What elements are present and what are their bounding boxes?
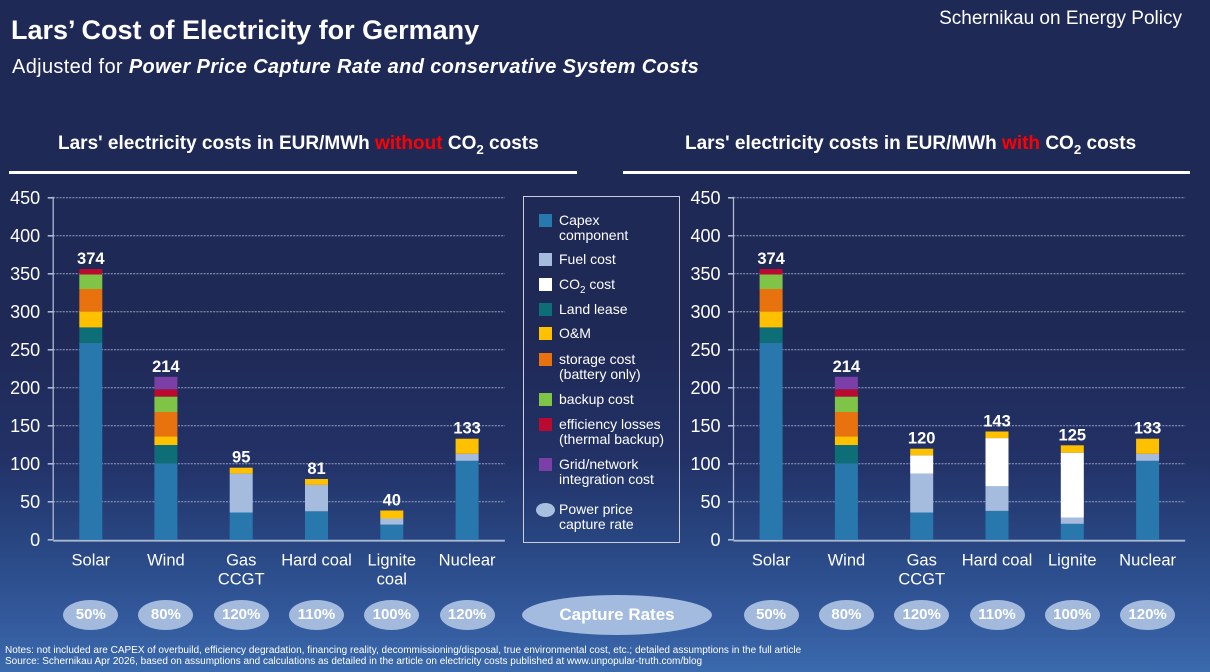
svg-text:Gas: Gas (907, 552, 937, 570)
svg-text:100: 100 (10, 454, 40, 474)
svg-text:133: 133 (1134, 420, 1162, 438)
svg-text:Lignite: Lignite (1048, 552, 1097, 570)
svg-text:40: 40 (383, 492, 401, 510)
svg-text:350: 350 (10, 264, 40, 284)
svg-text:Hard coal: Hard coal (962, 552, 1033, 570)
svg-text:400: 400 (10, 226, 40, 246)
svg-text:200: 200 (10, 378, 40, 398)
svg-text:300: 300 (10, 302, 40, 322)
svg-text:Nuclear: Nuclear (1119, 552, 1176, 570)
svg-text:95: 95 (232, 449, 250, 467)
svg-text:Wind: Wind (147, 552, 185, 570)
svg-text:200: 200 (690, 378, 720, 398)
svg-text:143: 143 (983, 413, 1011, 431)
svg-text:Solar: Solar (752, 552, 791, 570)
svg-text:CCGT: CCGT (218, 571, 265, 589)
svg-text:214: 214 (833, 358, 861, 376)
svg-text:50: 50 (700, 492, 720, 512)
svg-text:0: 0 (710, 530, 720, 550)
svg-text:0: 0 (30, 530, 40, 550)
svg-text:Hard coal: Hard coal (281, 552, 352, 570)
svg-text:450: 450 (10, 188, 40, 208)
svg-text:450: 450 (690, 188, 720, 208)
svg-text:350: 350 (690, 264, 720, 284)
svg-text:Wind: Wind (828, 552, 866, 570)
svg-text:400: 400 (690, 226, 720, 246)
svg-text:133: 133 (453, 420, 481, 438)
svg-text:Solar: Solar (72, 552, 111, 570)
svg-text:Gas: Gas (226, 552, 256, 570)
svg-text:374: 374 (77, 250, 105, 268)
svg-text:coal: coal (377, 571, 407, 589)
svg-text:Lignite: Lignite (367, 552, 416, 570)
svg-text:50: 50 (20, 492, 40, 512)
svg-text:250: 250 (690, 340, 720, 360)
svg-text:100: 100 (690, 454, 720, 474)
svg-text:150: 150 (10, 416, 40, 436)
svg-text:250: 250 (10, 340, 40, 360)
svg-text:214: 214 (152, 358, 180, 376)
svg-text:81: 81 (307, 460, 325, 478)
svg-text:125: 125 (1059, 426, 1087, 444)
svg-text:150: 150 (690, 416, 720, 436)
svg-text:CCGT: CCGT (898, 571, 945, 589)
svg-text:120: 120 (908, 430, 936, 448)
svg-text:374: 374 (757, 250, 785, 268)
svg-text:300: 300 (690, 302, 720, 322)
svg-text:Nuclear: Nuclear (439, 552, 496, 570)
